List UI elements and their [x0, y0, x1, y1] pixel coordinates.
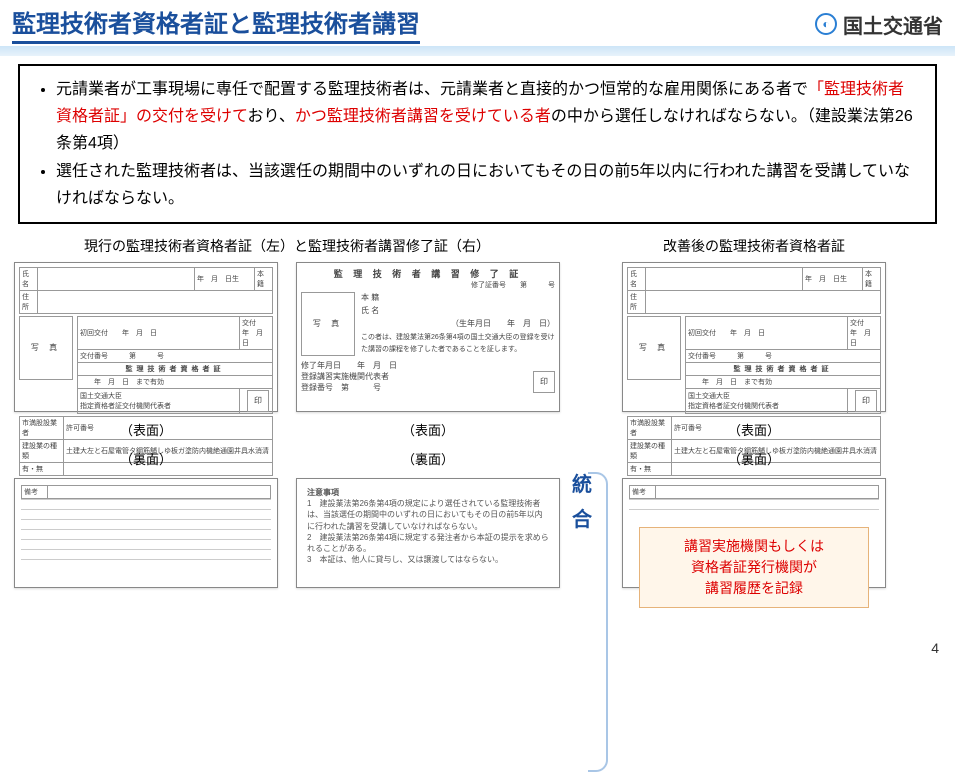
header: 監理技術者資格者証と監理技術者講習 ◐ 国土交通省 [0, 0, 955, 46]
cert-card-back: 備考 [14, 478, 278, 588]
bullet-1: 元請業者が工事現場に専任で配置する監理技術者は、元請業者と直接的かつ恒常的な雇用… [56, 76, 919, 158]
ministry-logo-icon: ◐ [815, 13, 837, 35]
caption-back: （裏面） [728, 449, 780, 468]
caption-front: （表面） [728, 420, 780, 439]
photo-slot: 写 真 [301, 292, 355, 356]
page-title: 監理技術者資格者証と監理技術者講習 [12, 4, 420, 44]
ministry-label: ◐ 国土交通省 [815, 10, 943, 39]
seal-icon: 印 [855, 390, 877, 412]
seal-icon: 印 [247, 390, 269, 412]
cert-card-group: 氏名 年 月 日生 本籍 住所 写 真 初回交付 年 月 日交付 年 月 日 交… [14, 262, 278, 588]
main-box: 元請業者が工事現場に専任で配置する監理技術者は、元請業者と直接的かつ恒常的な雇用… [18, 64, 937, 224]
brace-icon [588, 472, 608, 772]
training-card-front: 監 理 技 術 者 講 習 修 了 証 修了証番号 第 号 写 真 本 籍 氏 … [296, 262, 560, 412]
caption-front: （表面） [120, 420, 172, 439]
page-number: 4 [931, 640, 939, 656]
caption-back: （裏面） [402, 449, 454, 468]
ministry-name: 国土交通省 [843, 10, 943, 39]
improved-card-back: 備考 講習実施機関もしくは 資格者証発行機関が 講習履歴を記録 [622, 478, 886, 588]
bullet-2: 選任された監理技術者は、当該選任の期間中のいずれの日においてもその日の前5年以内… [56, 158, 919, 212]
improved-card-group: 氏名 年 月 日生 本籍 住所 写 真 初回交付 年 月 日交付 年 月 日 交… [622, 262, 886, 588]
training-card-back: 注意事項 1 建設業法第26条第4項の規定により選任されている監理技術者は、当該… [296, 478, 560, 588]
subtitle-left: 現行の監理技術者資格者証（左）と監理技術者講習修了証（右） [14, 236, 560, 256]
improved-note-box: 講習実施機関もしくは 資格者証発行機関が 講習履歴を記録 [639, 527, 869, 608]
caption-back: （裏面） [120, 449, 172, 468]
subtitle-right: 改善後の監理技術者資格者証 [622, 236, 886, 256]
header-band [0, 46, 955, 56]
improved-card-front: 氏名 年 月 日生 本籍 住所 写 真 初回交付 年 月 日交付 年 月 日 交… [622, 262, 886, 412]
cert-card-front: 氏名 年 月 日生 本籍 住所 写 真 初回交付 年 月 日交付 年 月 日 交… [14, 262, 278, 412]
caption-front: （表面） [402, 420, 454, 439]
training-card-group: 監 理 技 術 者 講 習 修 了 証 修了証番号 第 号 写 真 本 籍 氏 … [296, 262, 560, 588]
photo-slot: 写 真 [627, 316, 681, 380]
photo-slot: 写 真 [19, 316, 73, 380]
cards-area: 現行の監理技術者資格者証（左）と監理技術者講習修了証（右） 氏名 年 月 日生 … [0, 232, 955, 588]
seal-icon: 印 [533, 371, 555, 393]
